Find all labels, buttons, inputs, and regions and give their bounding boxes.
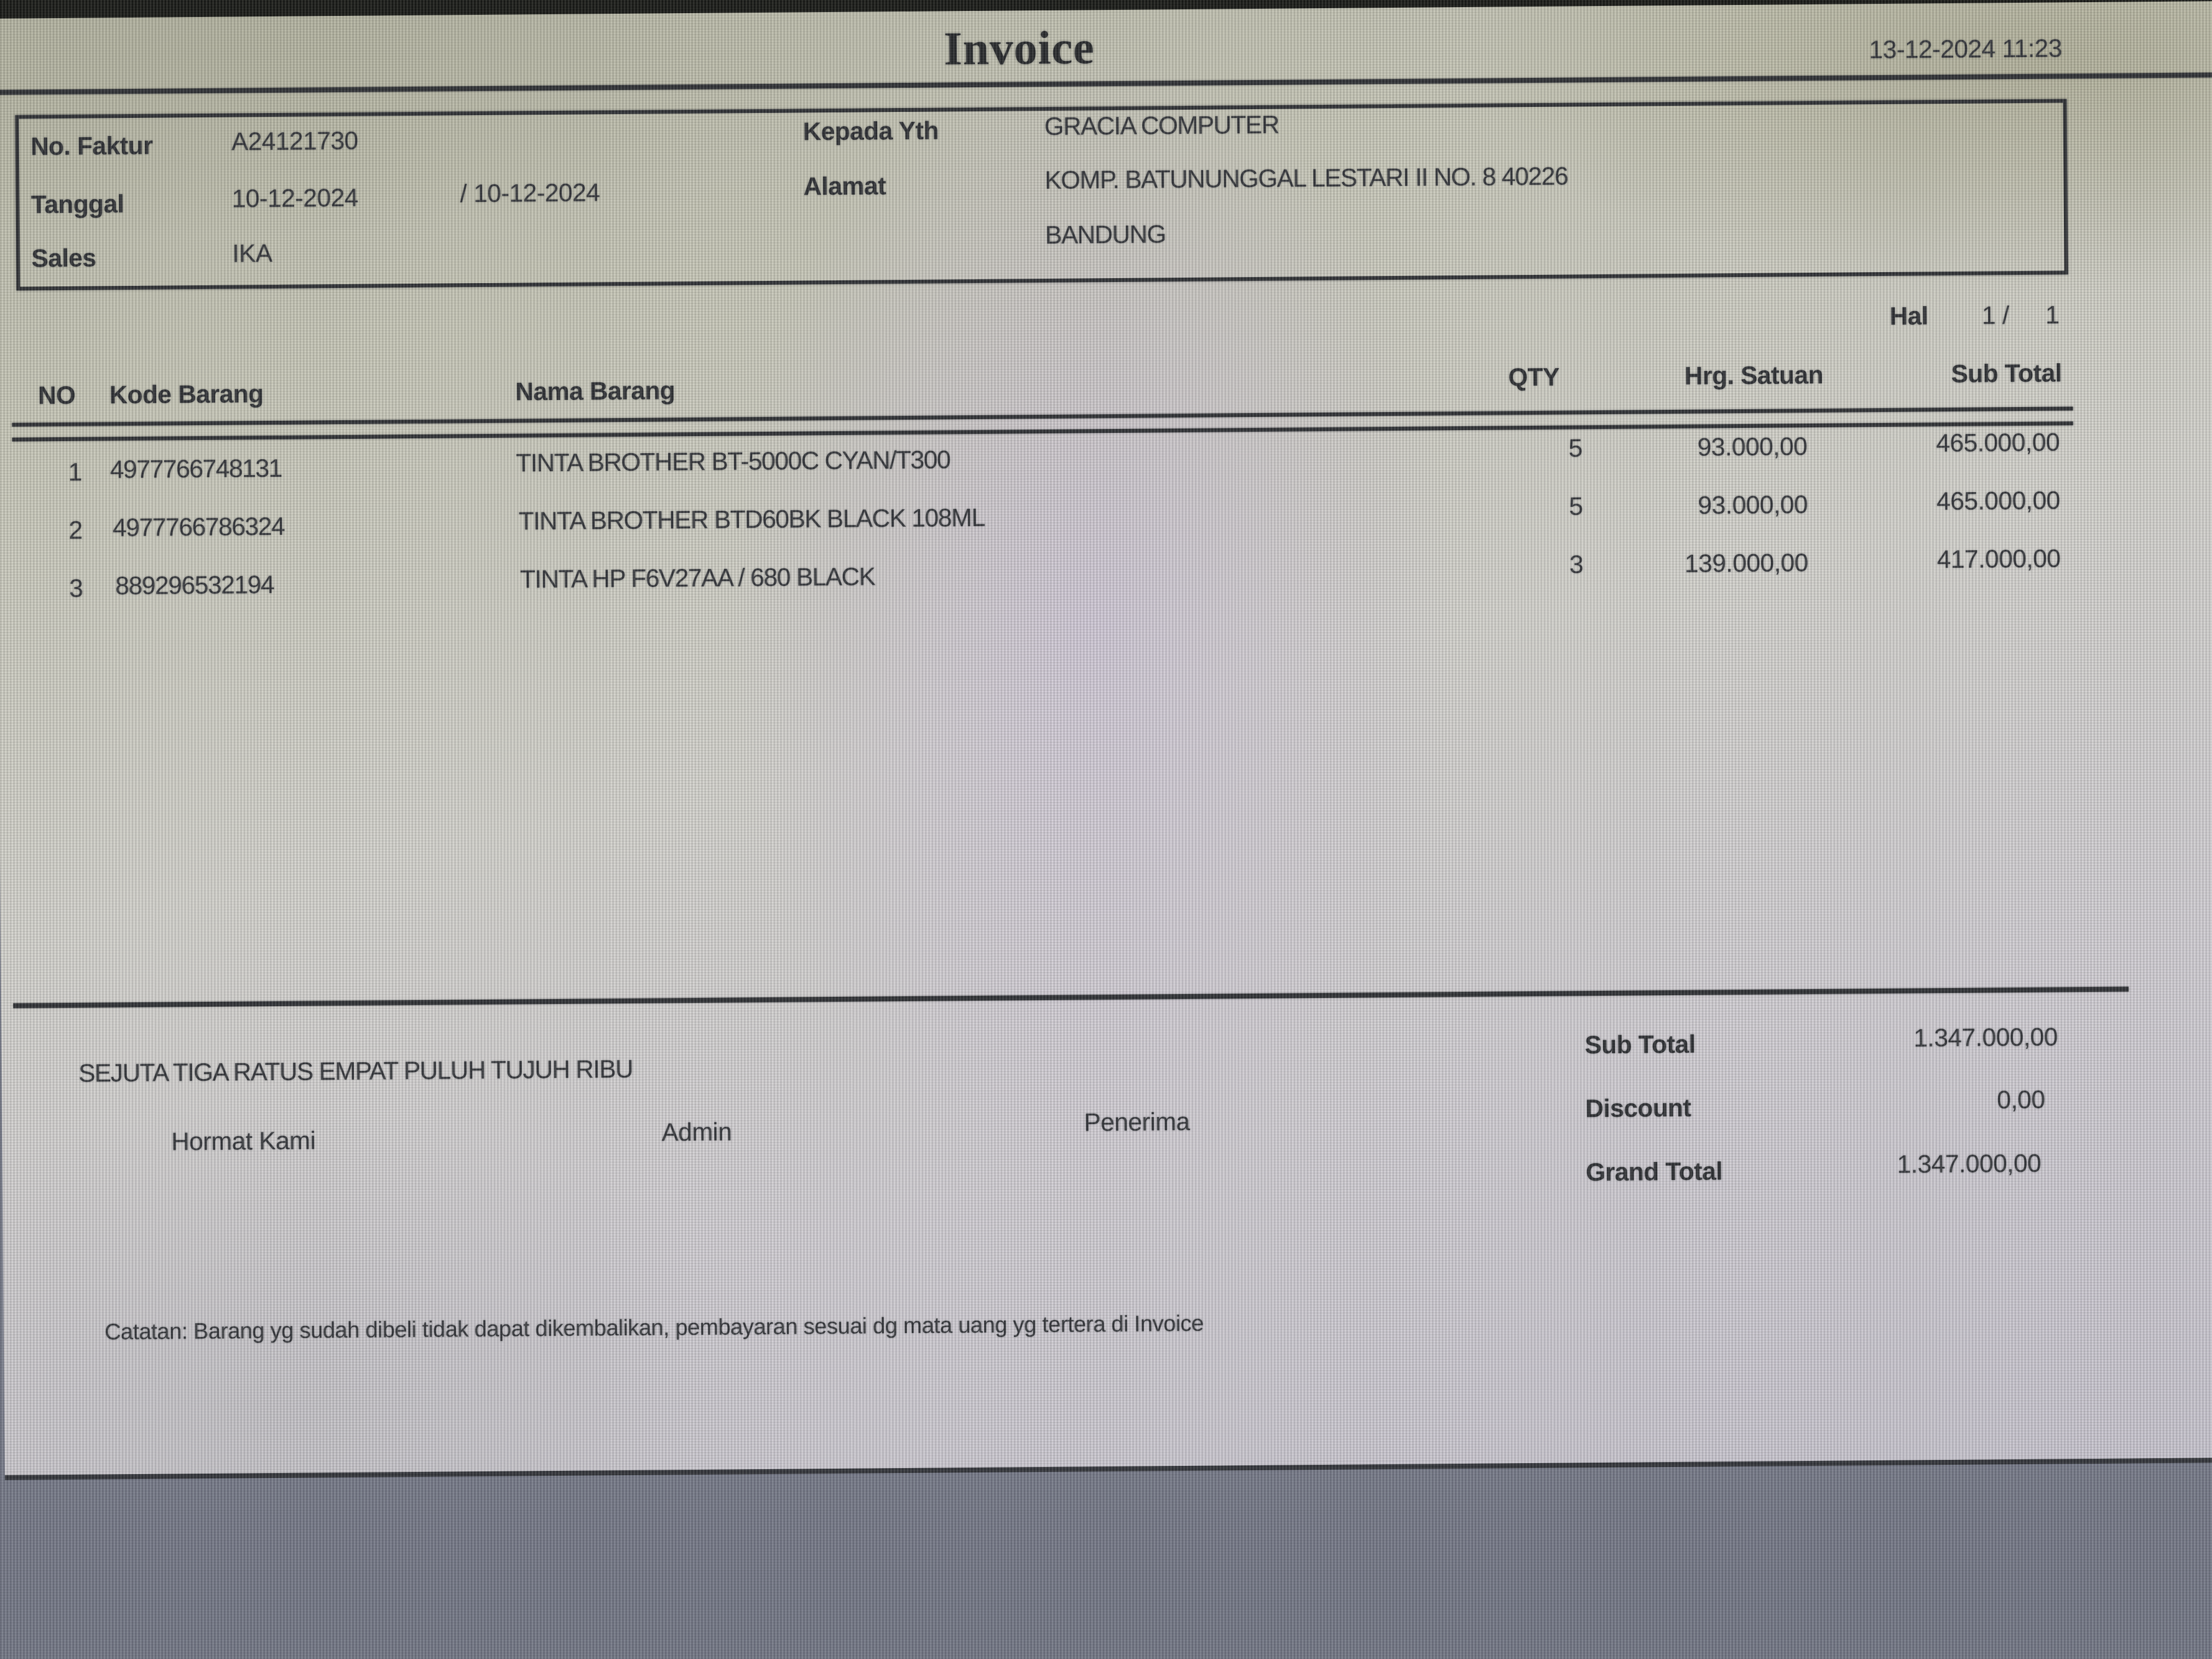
sales-value: IKA bbox=[232, 239, 273, 268]
cell-hrg: 139.000,00 bbox=[1684, 548, 1809, 578]
discount-label: Discount bbox=[1585, 1093, 1691, 1123]
cell-nama: TINTA HP F6V27AA / 680 BLACK bbox=[520, 562, 875, 594]
cell-nama: TINTA BROTHER BTD60BK BLACK 108ML bbox=[518, 503, 985, 535]
hal-value: 1 / bbox=[1982, 301, 2010, 330]
subtotal-label: Sub Total bbox=[1584, 1029, 1696, 1059]
alamat-line1: KOMP. BATUNUNGGAL LESTARI II NO. 8 40226 bbox=[1045, 161, 1568, 194]
cell-kode: 889296532194 bbox=[115, 570, 274, 600]
title-rule bbox=[0, 72, 2212, 95]
tanggal-due-value: / 10-12-2024 bbox=[460, 178, 600, 208]
col-header-subtotal: Sub Total bbox=[1951, 358, 2062, 388]
invoice-page: Invoice 13-12-2024 11:23 No. Faktur A241… bbox=[0, 1, 2212, 1480]
subtotal-value: 1.347.000,00 bbox=[1913, 1022, 2058, 1052]
cell-kode: 4977766748131 bbox=[110, 453, 282, 484]
kepada-label: Kepada Yth bbox=[803, 116, 939, 146]
hormat-kami-label: Hormat Kami bbox=[171, 1126, 316, 1156]
grand-total-label: Grand Total bbox=[1585, 1156, 1723, 1187]
cell-no: 3 bbox=[69, 573, 83, 602]
kepada-value: GRACIA COMPUTER bbox=[1044, 110, 1279, 140]
cell-subtotal: 417.000,00 bbox=[1937, 544, 2061, 574]
grand-total-value: 1.347.000,00 bbox=[1897, 1148, 2041, 1178]
print-datetime: 13-12-2024 11:23 bbox=[1869, 33, 2062, 64]
footer-rule bbox=[13, 986, 2129, 1008]
penerima-label: Penerima bbox=[1084, 1107, 1190, 1137]
page-title: Invoice bbox=[944, 21, 1095, 75]
no-faktur-value: A24121730 bbox=[231, 126, 358, 156]
col-header-qty: QTY bbox=[1508, 362, 1560, 392]
cell-qty: 3 bbox=[1569, 550, 1584, 579]
col-header-kode: Kode Barang bbox=[109, 379, 264, 409]
cell-hrg: 93.000,00 bbox=[1697, 490, 1808, 520]
cell-kode: 4977766786324 bbox=[112, 511, 285, 542]
no-faktur-label: No. Faktur bbox=[30, 131, 153, 161]
amount-in-words: SEJUTA TIGA RATUS EMPAT PULUH TUJUH RIBU bbox=[78, 1054, 633, 1087]
col-header-hrg: Hrg. Satuan bbox=[1684, 360, 1824, 390]
cell-nama: TINTA BROTHER BT-5000C CYAN/T300 bbox=[516, 445, 950, 477]
catatan-note: Catatan: Barang yg sudah dibeli tidak da… bbox=[104, 1310, 1204, 1345]
alamat-line2: BANDUNG bbox=[1045, 219, 1166, 249]
tanggal-label: Tanggal bbox=[31, 189, 125, 219]
cell-qty: 5 bbox=[1568, 433, 1583, 462]
cell-subtotal: 465.000,00 bbox=[1936, 427, 2060, 458]
cell-qty: 5 bbox=[1568, 492, 1583, 521]
tanggal-value: 10-12-2024 bbox=[232, 183, 359, 213]
cell-hrg: 93.000,00 bbox=[1697, 432, 1808, 461]
admin-label: Admin bbox=[661, 1117, 732, 1147]
cell-subtotal: 465.000,00 bbox=[1936, 486, 2061, 516]
col-header-nama: Nama Barang bbox=[515, 376, 675, 406]
col-header-no: NO bbox=[38, 380, 76, 410]
discount-value: 0,00 bbox=[1996, 1085, 2045, 1114]
alamat-label: Alamat bbox=[803, 171, 887, 201]
hal-label: Hal bbox=[1889, 301, 1928, 330]
sales-label: Sales bbox=[31, 243, 97, 273]
hal-total: 1 bbox=[2045, 300, 2059, 329]
cell-no: 1 bbox=[68, 457, 82, 486]
cell-no: 2 bbox=[69, 515, 83, 544]
